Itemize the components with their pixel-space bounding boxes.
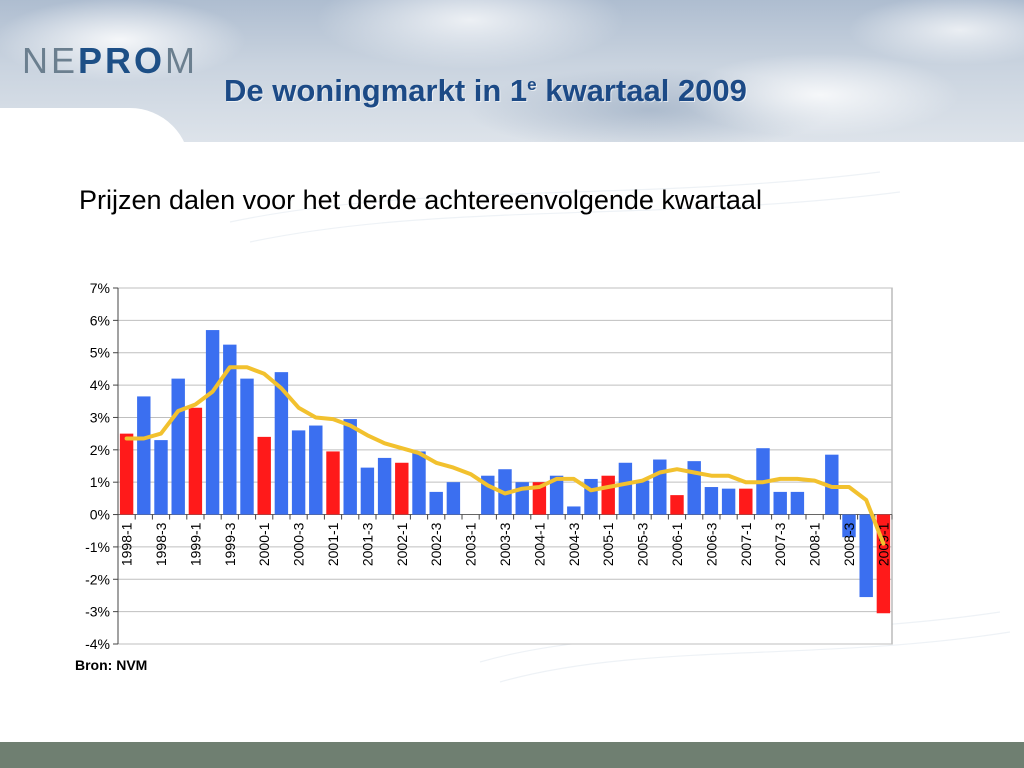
- page-title: De woningmarkt in 1e kwartaal 2009: [224, 73, 747, 109]
- bar-1998-4: [171, 378, 185, 515]
- x-tick-label: 2002-3: [428, 522, 444, 566]
- x-tick-label: 2000-3: [291, 522, 307, 566]
- bar-2005-2: [618, 462, 633, 515]
- y-tick-label: -1%: [85, 539, 110, 555]
- bar-2002-1: [395, 462, 409, 515]
- y-tick-label: 4%: [90, 377, 110, 393]
- logo-text-mid: PRO: [78, 40, 166, 81]
- chart-svg: 7% 6% 5% 4% 3% 2% 1% 0% -1% -2% -3% -4% 1998-1 1998-3…: [85, 280, 893, 652]
- bar-1999-2: [205, 330, 220, 515]
- bar-1998-2: [137, 396, 151, 515]
- bar-2000-3: [291, 430, 306, 515]
- y-tick-label: -2%: [85, 571, 110, 587]
- x-tick-label: 2006-1: [669, 522, 685, 566]
- bar-2005-3: [635, 480, 650, 515]
- x-tick-label: 1998-1: [119, 522, 135, 566]
- source-note: Bron: NVM: [75, 657, 148, 673]
- bar-1999-1: [188, 407, 203, 515]
- y-tick-label: 1%: [90, 474, 110, 490]
- x-tick-label: 2005-3: [635, 522, 651, 566]
- x-tick-label: 2001-1: [325, 522, 341, 566]
- footer-bar: [0, 742, 1024, 768]
- x-tick-label: 2008-1: [807, 522, 823, 566]
- x-tick-label: 1998-3: [153, 522, 169, 566]
- bar-2008-3: [842, 514, 856, 538]
- logo-text-post: M: [165, 40, 199, 81]
- bar-2006-3: [704, 487, 719, 515]
- x-tick-label: 2007-1: [738, 522, 754, 566]
- neprom-logo: NEPROM: [22, 40, 198, 82]
- x-tick-label: 2007-3: [772, 522, 788, 566]
- bar-2000-1: [257, 436, 271, 515]
- header-curve: [0, 108, 190, 188]
- y-tick-label: 0%: [90, 507, 110, 523]
- y-tick-label: 5%: [90, 345, 110, 361]
- bar-2004-4: [584, 478, 598, 515]
- bar-2005-1: [601, 475, 615, 515]
- x-tick-label: 1999-1: [187, 522, 203, 566]
- x-tick-label: 2006-3: [703, 522, 719, 566]
- bar-2006-1: [670, 495, 684, 515]
- x-tick-label: 2000-1: [256, 522, 272, 566]
- x-tick-label: 2003-1: [463, 522, 479, 566]
- bar-2005-4: [653, 459, 667, 515]
- bar-2008-2: [825, 454, 839, 515]
- price-change-chart: 7% 6% 5% 4% 3% 2% 1% 0% -1% -2% -3% -4% 1998-1 1998-3…: [66, 275, 906, 685]
- bar-2000-4: [309, 425, 323, 515]
- bar-2002-3: [429, 491, 443, 515]
- header-banner: NEPROM De woningmarkt in 1e kwartaal 200…: [0, 0, 1024, 188]
- bar-1998-3: [154, 440, 168, 515]
- bar-1999-3: [223, 344, 237, 515]
- bar-2007-4: [790, 491, 805, 515]
- x-tick-label: 2003-3: [497, 522, 513, 566]
- bar-1999-4: [240, 378, 254, 515]
- x-tick-label: 1999-3: [222, 522, 238, 566]
- bar-2004-3: [567, 506, 581, 515]
- bar-2007-3: [773, 491, 787, 515]
- title-rest: kwartaal 2009: [536, 73, 747, 108]
- bar-2002-2: [412, 451, 426, 515]
- bar-2004-1: [532, 482, 547, 515]
- bar-2001-3: [360, 467, 375, 515]
- y-tick-label: -4%: [85, 636, 110, 652]
- y-tick-label: 3%: [90, 409, 110, 425]
- x-tick-label: 2001-3: [359, 522, 375, 566]
- bar-2007-1: [739, 488, 753, 515]
- trend-line: [124, 365, 886, 546]
- x-tick-label: 2008-3: [841, 522, 857, 566]
- bar-2004-2: [549, 475, 564, 515]
- title-sup: e: [527, 75, 537, 94]
- bar-2006-2: [687, 461, 701, 515]
- bar-2006-4: [721, 488, 736, 515]
- x-tick-label: 2004-3: [566, 522, 582, 566]
- logo-text-pre: NE: [22, 40, 79, 81]
- bar-1998-1: [119, 433, 134, 515]
- bar-2001-4: [377, 457, 392, 515]
- y-tick-label: 7%: [90, 280, 110, 296]
- y-tick-label: 6%: [90, 312, 110, 328]
- bar-2001-1: [326, 451, 340, 515]
- slide-subtitle: Prijzen dalen voor het derde achtereenvo…: [79, 185, 762, 215]
- x-tick-label: 2004-1: [531, 522, 547, 566]
- title-main: De woningmarkt in 1: [224, 73, 528, 108]
- bar-2001-2: [343, 419, 357, 515]
- y-tick-label: 2%: [90, 442, 110, 458]
- bar-2002-4: [446, 482, 461, 515]
- bar-2000-2: [274, 372, 289, 515]
- y-tick-label: -3%: [85, 604, 110, 620]
- x-tick-label: 2005-1: [600, 522, 616, 566]
- x-tick-label: 2002-1: [394, 522, 410, 566]
- bar-2008-4: [859, 514, 873, 598]
